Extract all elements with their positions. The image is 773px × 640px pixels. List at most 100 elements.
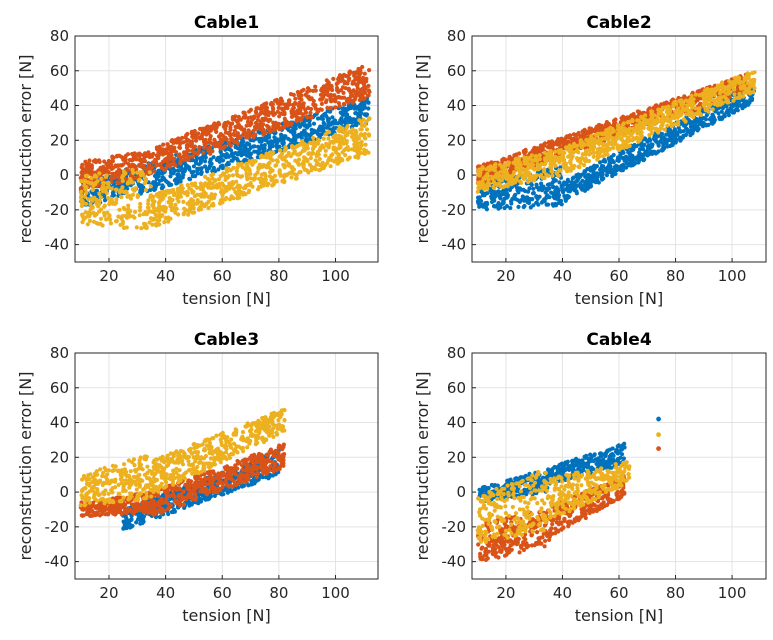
data-point — [189, 197, 194, 202]
data-point — [190, 154, 195, 159]
y-tick-label: 40 — [447, 97, 466, 115]
data-point — [619, 168, 624, 173]
data-point — [283, 145, 288, 150]
data-point — [242, 127, 247, 132]
data-point — [295, 152, 300, 157]
data-point — [574, 143, 580, 148]
data-point — [615, 164, 621, 169]
data-point — [647, 137, 652, 142]
data-point — [685, 129, 690, 135]
data-point — [549, 190, 554, 195]
data-point — [341, 90, 346, 95]
data-point — [318, 97, 323, 102]
data-point — [598, 160, 603, 165]
data-point — [168, 174, 173, 179]
data-point — [491, 180, 497, 185]
data-point — [211, 165, 216, 170]
data-point — [172, 145, 177, 150]
data-point — [315, 129, 320, 134]
data-point — [270, 158, 275, 163]
data-point — [183, 150, 188, 155]
scatter-points — [78, 64, 372, 231]
data-point — [520, 175, 525, 180]
data-point — [344, 98, 349, 104]
data-point — [159, 214, 164, 219]
data-point — [142, 225, 147, 230]
data-point — [501, 165, 506, 170]
data-point — [183, 208, 188, 213]
data-point — [89, 181, 94, 186]
data-point — [345, 81, 350, 86]
data-point — [551, 185, 556, 190]
data-point — [351, 88, 356, 93]
data-point — [555, 157, 560, 163]
data-point — [301, 87, 306, 92]
data-point — [363, 151, 368, 156]
data-point — [592, 179, 598, 184]
data-point — [257, 126, 262, 131]
data-point — [156, 168, 161, 173]
data-point — [164, 158, 169, 163]
data-point — [262, 102, 267, 107]
data-point — [178, 184, 183, 189]
data-point — [247, 142, 252, 147]
data-point — [207, 137, 212, 142]
data-point — [601, 159, 606, 164]
data-point — [151, 204, 156, 209]
data-point — [555, 142, 560, 147]
data-point — [213, 169, 218, 174]
data-point — [645, 153, 650, 158]
data-point — [698, 120, 703, 125]
data-point — [313, 167, 318, 172]
data-point — [78, 195, 84, 200]
data-point — [366, 88, 371, 93]
data-point — [318, 145, 323, 150]
y-tick-label: 0 — [59, 166, 69, 184]
data-point — [236, 159, 241, 164]
data-point — [286, 136, 291, 141]
data-point — [151, 180, 156, 185]
data-point — [666, 137, 671, 143]
data-point — [210, 141, 215, 146]
data-point — [234, 168, 239, 174]
data-point — [484, 205, 489, 210]
data-point — [248, 120, 253, 125]
data-point — [146, 165, 151, 171]
data-point — [247, 154, 252, 159]
data-point — [534, 200, 539, 205]
data-point — [305, 86, 311, 91]
y-tick-label: 20 — [50, 131, 69, 149]
data-point — [282, 112, 287, 117]
data-point — [319, 88, 324, 93]
data-point — [328, 164, 333, 169]
data-point — [120, 185, 125, 190]
data-point — [115, 163, 121, 168]
data-point — [202, 142, 207, 147]
data-point — [535, 173, 540, 178]
data-point — [544, 172, 549, 177]
data-point — [291, 92, 296, 97]
data-point — [476, 164, 481, 169]
data-point — [341, 101, 346, 107]
data-point — [207, 177, 212, 183]
data-point — [513, 162, 519, 167]
data-point — [136, 178, 141, 183]
data-point — [265, 183, 270, 188]
data-point — [258, 154, 264, 160]
data-point — [563, 198, 568, 203]
data-point — [322, 90, 327, 96]
data-point — [735, 104, 740, 109]
data-point — [336, 133, 341, 138]
data-point — [257, 184, 262, 190]
data-point — [303, 131, 308, 136]
data-point — [357, 98, 362, 103]
data-point — [639, 152, 644, 157]
data-point — [340, 85, 345, 90]
data-point — [281, 135, 286, 140]
data-point — [226, 141, 232, 146]
data-point — [267, 151, 272, 156]
data-point — [556, 173, 561, 178]
data-point — [340, 138, 345, 143]
data-point — [255, 117, 260, 122]
data-point — [231, 132, 236, 137]
